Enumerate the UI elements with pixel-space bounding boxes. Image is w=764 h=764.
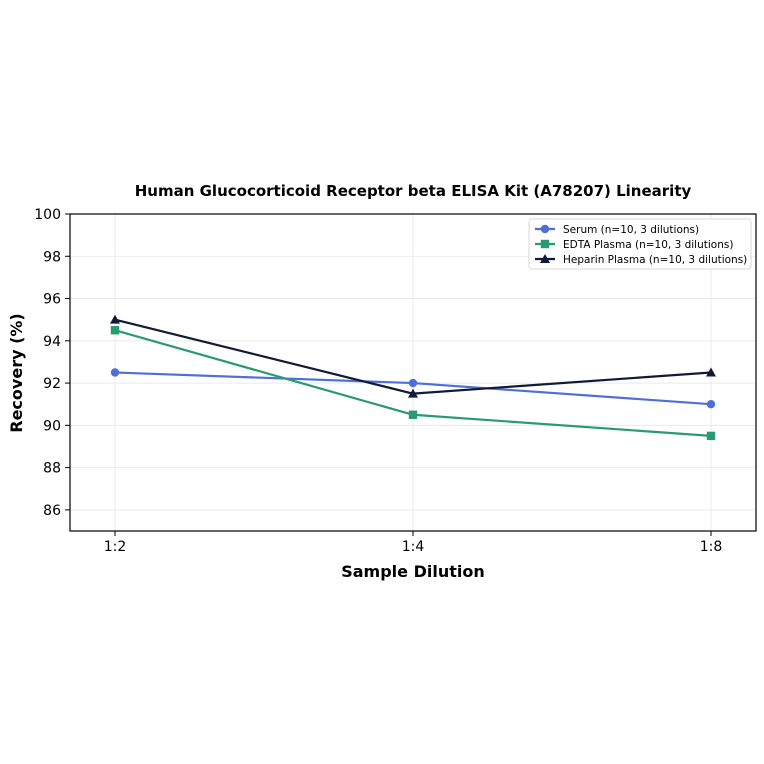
serum-series (110, 368, 716, 409)
edta-plasma-point (706, 431, 716, 441)
x-tick-label: 1:4 (402, 539, 425, 555)
serum-point (110, 368, 120, 377)
x-axis: 1:2 1:4 1:8 (104, 531, 723, 555)
edta-plasma-series (110, 326, 716, 441)
x-tick-label: 1:2 (104, 539, 127, 555)
heparin-plasma-point (110, 314, 120, 324)
legend-item-heparin-plasma: Heparin Plasma (n=10, 3 dilutions) (535, 254, 747, 266)
x-axis-label: Sample Dilution (341, 562, 485, 581)
y-tick-label: 92 (43, 376, 61, 392)
legend-label: Heparin Plasma (n=10, 3 dilutions) (563, 254, 747, 266)
y-axis-label: Recovery (%) (7, 313, 26, 432)
legend-item-edta-plasma: EDTA Plasma (n=10, 3 dilutions) (535, 239, 733, 251)
y-tick-label: 86 (43, 503, 61, 519)
y-tick-label: 88 (43, 461, 61, 477)
y-tick-label: 100 (34, 207, 61, 223)
y-axis: 86 88 90 92 94 96 98 100 (34, 207, 70, 519)
legend-heparin-plasma-point (540, 254, 550, 263)
y-tick-label: 94 (43, 334, 61, 350)
serum-point (408, 378, 418, 388)
legend-label: Serum (n=10, 3 dilutions) (563, 224, 699, 236)
serum-point (706, 400, 716, 409)
y-tick-label: 98 (43, 249, 61, 265)
heparin-plasma-point (408, 388, 418, 398)
y-tick-label: 90 (43, 418, 61, 434)
edta-plasma-point (408, 410, 418, 419)
y-tick-label: 96 (43, 292, 61, 308)
legend: Serum (n=10, 3 dilutions) EDTA Plasma (n=… (528, 218, 752, 270)
edta-plasma-point (110, 326, 120, 335)
x-tick-label: 1:8 (700, 539, 723, 555)
legend-item-serum: Serum (n=10, 3 dilutions) (535, 224, 699, 236)
legend-box (528, 218, 752, 270)
legend-edta-plasma-point (540, 239, 550, 249)
heparin-plasma-point (706, 367, 716, 377)
legend-serum-point (540, 224, 550, 234)
legend-label: EDTA Plasma (n=10, 3 dilutions) (563, 239, 733, 251)
chart-title: Human Glucocorticoid Receptor beta ELISA… (135, 182, 692, 200)
series-group (110, 314, 716, 441)
heparin-plasma-series (110, 314, 716, 398)
